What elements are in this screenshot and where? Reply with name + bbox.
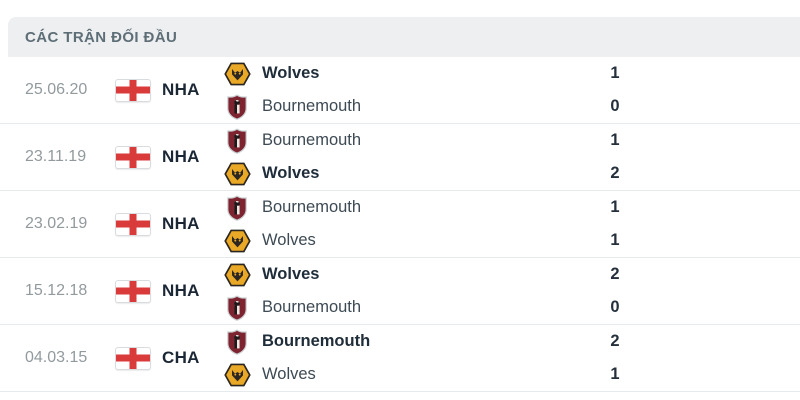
home-team-name: Wolves: [262, 265, 320, 283]
away-team-line: Wolves 1: [222, 358, 800, 391]
home-team-score: 1: [610, 198, 620, 216]
away-team-logo: [222, 93, 252, 120]
competition-code: CHA: [162, 348, 200, 367]
competition-cell: NHA: [90, 258, 222, 324]
match-row[interactable]: 04.03.15 CHA Bournemouth 2: [0, 325, 800, 392]
away-team-score: 0: [610, 97, 620, 115]
away-team-score: 1: [610, 231, 620, 249]
home-team-score: 2: [610, 332, 620, 350]
home-team-logo: [222, 194, 252, 221]
home-team-logo: [222, 328, 252, 355]
home-team-line: Bournemouth 2: [222, 325, 800, 358]
away-team-name: Wolves: [262, 365, 316, 383]
match-date: 23.11.19: [25, 148, 87, 165]
home-team-score: 2: [610, 265, 620, 283]
home-team-name: Bournemouth: [262, 198, 362, 216]
section-title: CÁC TRẬN ĐỐI ĐẦU: [25, 28, 178, 46]
away-team-line: Bournemouth 0: [222, 291, 800, 324]
away-team-logo: [222, 363, 252, 387]
section-header: CÁC TRẬN ĐỐI ĐẦU: [8, 17, 800, 57]
england-flag-icon: [115, 346, 151, 370]
match-row[interactable]: 23.11.19 NHA Bournemouth 1: [0, 124, 800, 191]
home-team-name: Bournemouth: [262, 131, 362, 149]
competition-code: NHA: [162, 80, 200, 99]
match-date: 04.03.15: [25, 349, 88, 366]
away-team-score: 0: [610, 298, 620, 316]
home-team-score: 1: [610, 131, 620, 149]
away-team-name: Wolves: [262, 164, 320, 182]
away-team-line: Bournemouth 0: [222, 90, 800, 123]
competition-cell: NHA: [90, 191, 222, 257]
away-team-name: Wolves: [262, 231, 316, 249]
teams-scores: Bournemouth 1 Wolves 1: [222, 191, 800, 257]
england-flag-icon: [115, 145, 151, 169]
away-team-score: 1: [610, 365, 620, 383]
competition-code: NHA: [162, 214, 200, 233]
home-team-line: Wolves 2: [222, 258, 800, 291]
competition-cell: NHA: [90, 57, 222, 123]
away-team-name: Bournemouth: [262, 97, 362, 115]
home-team-logo: [222, 62, 252, 86]
away-team-line: Wolves 1: [222, 224, 800, 257]
match-date: 25.06.20: [25, 81, 88, 98]
away-team-logo: [222, 229, 252, 253]
competition-cell: CHA: [90, 325, 222, 391]
teams-scores: Bournemouth 2 Wolves 1: [222, 325, 800, 391]
home-team-name: Bournemouth: [262, 332, 371, 350]
match-date: 15.12.18: [25, 282, 88, 299]
match-row[interactable]: 23.02.19 NHA Bournemouth 1: [0, 191, 800, 258]
home-team-name: Wolves: [262, 64, 320, 82]
teams-scores: Bournemouth 1 Wolves 2: [222, 124, 800, 190]
teams-scores: Wolves 2 Bournemouth 0: [222, 258, 800, 324]
teams-scores: Wolves 1 Bournemouth 0: [222, 57, 800, 123]
away-team-logo: [222, 162, 252, 186]
competition-code: NHA: [162, 147, 200, 166]
home-team-logo: [222, 127, 252, 154]
england-flag-icon: [115, 279, 151, 303]
match-list: 25.06.20 NHA Wolves 1: [0, 57, 800, 392]
england-flag-icon: [115, 212, 151, 236]
home-team-line: Bournemouth 1: [222, 191, 800, 224]
match-row[interactable]: 15.12.18 NHA Wolves 2: [0, 258, 800, 325]
england-flag-icon: [115, 78, 151, 102]
away-team-logo: [222, 294, 252, 321]
away-team-name: Bournemouth: [262, 298, 362, 316]
competition-cell: NHA: [90, 124, 222, 190]
away-team-line: Wolves 2: [222, 157, 800, 190]
home-team-score: 1: [610, 64, 620, 82]
match-date: 23.02.19: [25, 215, 88, 232]
home-team-logo: [222, 263, 252, 287]
match-row[interactable]: 25.06.20 NHA Wolves 1: [0, 57, 800, 124]
away-team-score: 2: [610, 164, 620, 182]
home-team-line: Wolves 1: [222, 57, 800, 90]
home-team-line: Bournemouth 1: [222, 124, 800, 157]
competition-code: NHA: [162, 281, 200, 300]
